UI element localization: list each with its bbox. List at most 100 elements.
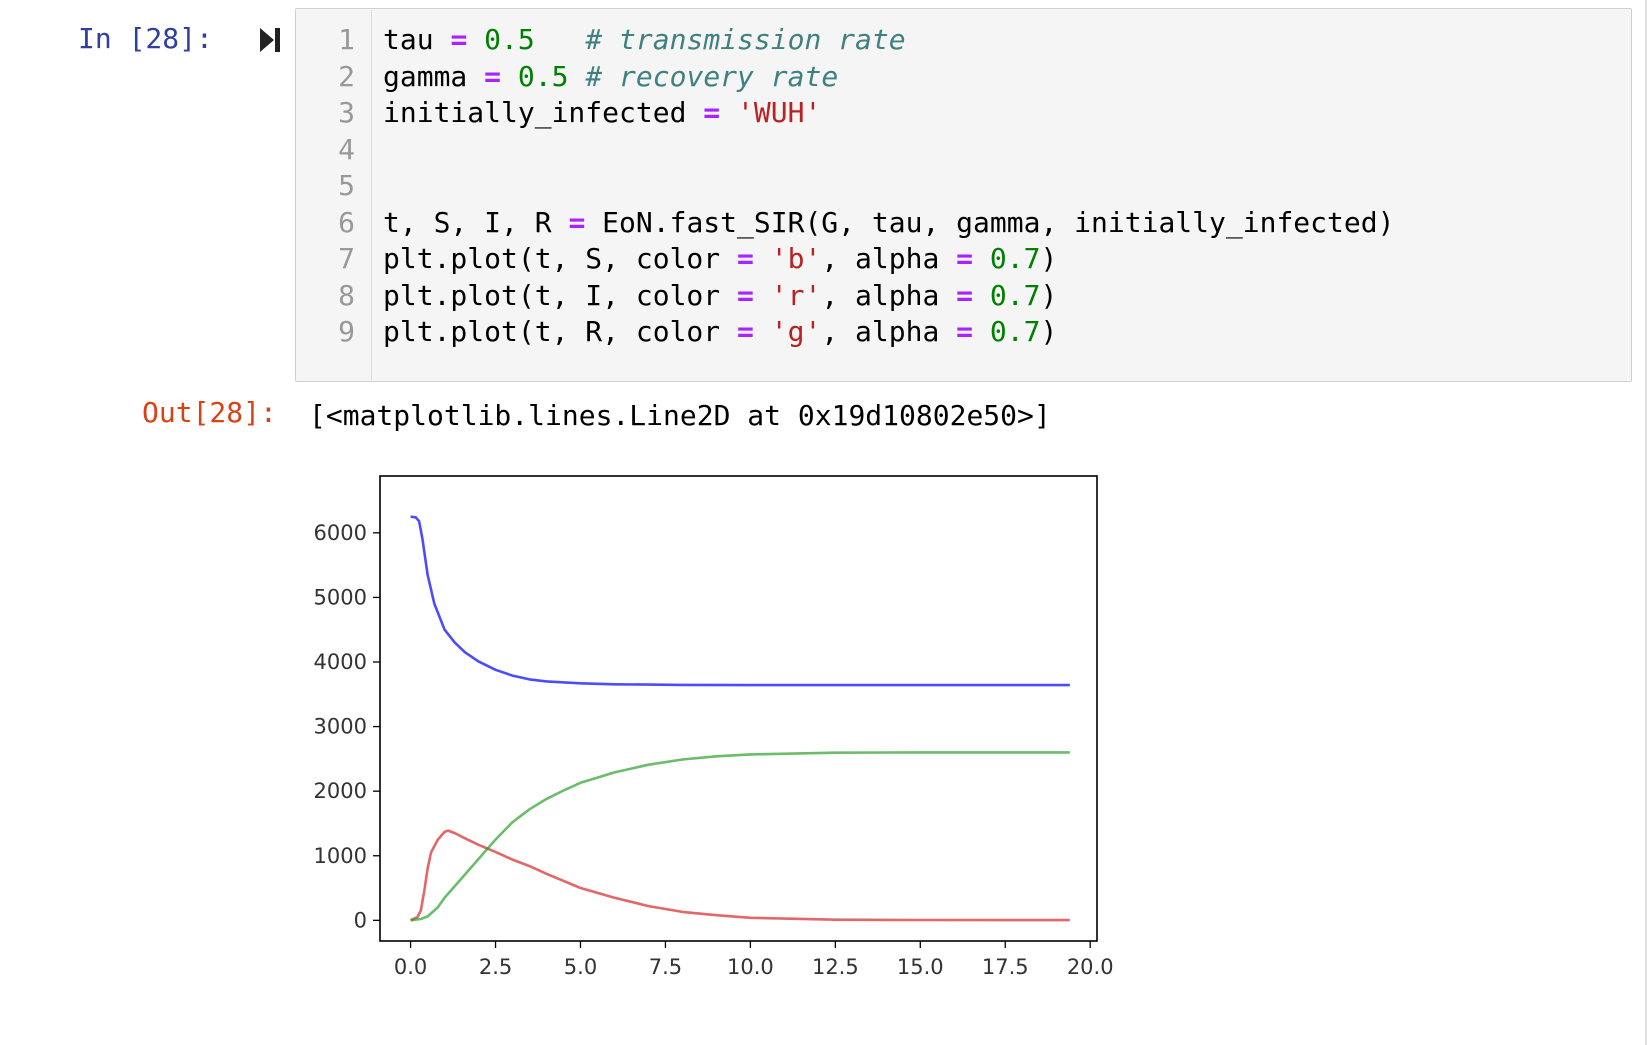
code-token: EoN.fast_SIR(G, tau, gamma, initially_in… — [585, 205, 1395, 239]
code-token: ) — [1040, 278, 1058, 312]
run-cell-icon[interactable] — [258, 24, 282, 56]
x-tick-label: 20.0 — [1067, 955, 1114, 979]
x-tick-label: 5.0 — [564, 955, 597, 979]
y-tick-label: 4000 — [314, 650, 367, 674]
code-line: 1 tau = 0.5 # transmission rate — [295, 21, 1632, 59]
code-token: = — [956, 242, 974, 275]
x-tick-label: 0.0 — [394, 955, 427, 979]
x-tick-label: 17.5 — [982, 955, 1029, 979]
line-number: 1 — [338, 23, 355, 56]
code-text: t, S, I, R = EoN.fast_SIR(G, tau, gamma,… — [383, 204, 1394, 242]
code-cell-input[interactable] — [295, 8, 1632, 382]
code-line: 9 plt.plot(t, R, color = 'g', alpha = 0.7… — [295, 313, 1632, 351]
code-token — [467, 23, 484, 56]
code-text: initially_infected = 'WUH' — [383, 94, 821, 132]
code-token — [754, 315, 771, 348]
code-token: plt.plot(t, R, color — [383, 315, 738, 348]
code-token: = — [568, 205, 586, 239]
code-token: = — [737, 315, 754, 348]
x-tick-label: 12.5 — [812, 955, 859, 979]
code-token: initially_infected — [383, 96, 704, 129]
code-token: 0.7 — [989, 278, 1041, 312]
x-tick-label: 10.0 — [727, 955, 774, 979]
code-line: 4 — [295, 131, 1632, 169]
line-number: 2 — [338, 59, 355, 93]
code-token: 'WUH' — [737, 96, 822, 129]
code-token: plt.plot(t, I, color — [383, 278, 738, 312]
code-token: plt.plot(t, S, color — [383, 242, 738, 275]
code-token: , alpha — [821, 278, 957, 312]
code-token: = — [737, 242, 754, 275]
code-token: 'g' — [770, 315, 822, 348]
code-token: = — [450, 23, 468, 56]
sir-line-chart: 0.0 2.5 5.0 7.5 10.0 12.5 15.0 17.5 20.0 0 1000 200… — [314, 475, 1114, 979]
series-line-b — [410, 515, 1070, 687]
code-token: ) — [1040, 315, 1058, 348]
plot-area — [379, 475, 1098, 942]
code-token: = — [737, 278, 754, 312]
code-line: 2 gamma = 0.5 # recovery rate — [295, 58, 1632, 96]
series-line-r — [410, 829, 1070, 922]
y-tick-label: 2000 — [314, 779, 367, 803]
code-token: 'r' — [770, 278, 822, 312]
code-line: 6 t, S, I, R = EoN.fast_SIR(G, tau, gamma… — [295, 204, 1632, 242]
code-token — [501, 60, 518, 93]
line-number: 6 — [338, 205, 355, 239]
code-token: gamma — [383, 59, 485, 93]
code-token: 0.7 — [989, 242, 1041, 275]
code-token — [568, 60, 585, 93]
line-number: 3 — [338, 96, 355, 129]
code-line: 8 plt.plot(t, I, color = 'r', alpha = 0.7… — [295, 277, 1632, 315]
line-number-gutter — [371, 10, 372, 380]
code-text: plt.plot(t, S, color = 'b', alpha = 0.7) — [383, 240, 1057, 278]
code-text: plt.plot(t, R, color = 'g', alpha = 0.7) — [383, 313, 1057, 351]
scrollbar-track[interactable] — [1645, 0, 1647, 1045]
code-line: 3 initially_infected = 'WUH' — [295, 94, 1632, 132]
y-tick-label: 0 — [354, 908, 367, 932]
code-text: tau = 0.5 # transmission rate — [383, 21, 906, 59]
code-token — [754, 279, 771, 312]
line-number: 9 — [338, 315, 355, 348]
code-token: # transmission rate — [585, 23, 906, 56]
x-tick-label: 7.5 — [649, 955, 682, 979]
code-token: 0.7 — [989, 315, 1041, 348]
line-number: 4 — [338, 132, 355, 166]
input-prompt: In [28]: — [78, 22, 213, 55]
code-token: # recovery rate — [585, 59, 839, 93]
output-text: [<matplotlib.lines.Line2D at 0x19d10802e… — [309, 399, 1051, 432]
code-token: = — [484, 59, 502, 93]
line-number: 7 — [338, 242, 355, 275]
code-token — [754, 242, 771, 275]
code-token: = — [703, 96, 721, 129]
y-tick-label: 3000 — [314, 715, 367, 739]
code-token — [720, 96, 737, 129]
series-line-g — [410, 751, 1070, 922]
line-number: 8 — [338, 278, 355, 312]
line-number: 5 — [338, 169, 355, 202]
code-token: 0.5 — [484, 23, 535, 56]
code-token: = — [956, 278, 974, 312]
code-text: gamma = 0.5 # recovery rate — [383, 58, 838, 96]
code-line: 7 plt.plot(t, S, color = 'b', alpha = 0.7… — [295, 240, 1632, 278]
code-token: tau — [383, 23, 451, 56]
code-token: 'b' — [770, 242, 822, 275]
code-token: ) — [1040, 242, 1058, 275]
code-token — [973, 242, 990, 275]
y-tick-label: 1000 — [314, 844, 367, 868]
code-token: t, S, I, R — [383, 205, 569, 239]
x-tick-label: 2.5 — [479, 955, 512, 979]
code-token: , alpha — [821, 242, 957, 275]
y-tick-label: 6000 — [314, 521, 367, 545]
y-tick-label: 5000 — [314, 585, 367, 609]
code-token: , alpha — [821, 315, 957, 348]
code-token: = — [956, 315, 974, 348]
code-token — [973, 315, 990, 348]
x-tick-label: 15.0 — [897, 955, 944, 979]
code-text: plt.plot(t, I, color = 'r', alpha = 0.7) — [383, 277, 1057, 315]
code-token: 0.5 — [517, 59, 569, 93]
code-token — [535, 23, 586, 56]
code-token — [973, 279, 990, 312]
code-line: 5 — [295, 167, 1632, 205]
output-prompt: Out[28]: — [142, 396, 277, 429]
